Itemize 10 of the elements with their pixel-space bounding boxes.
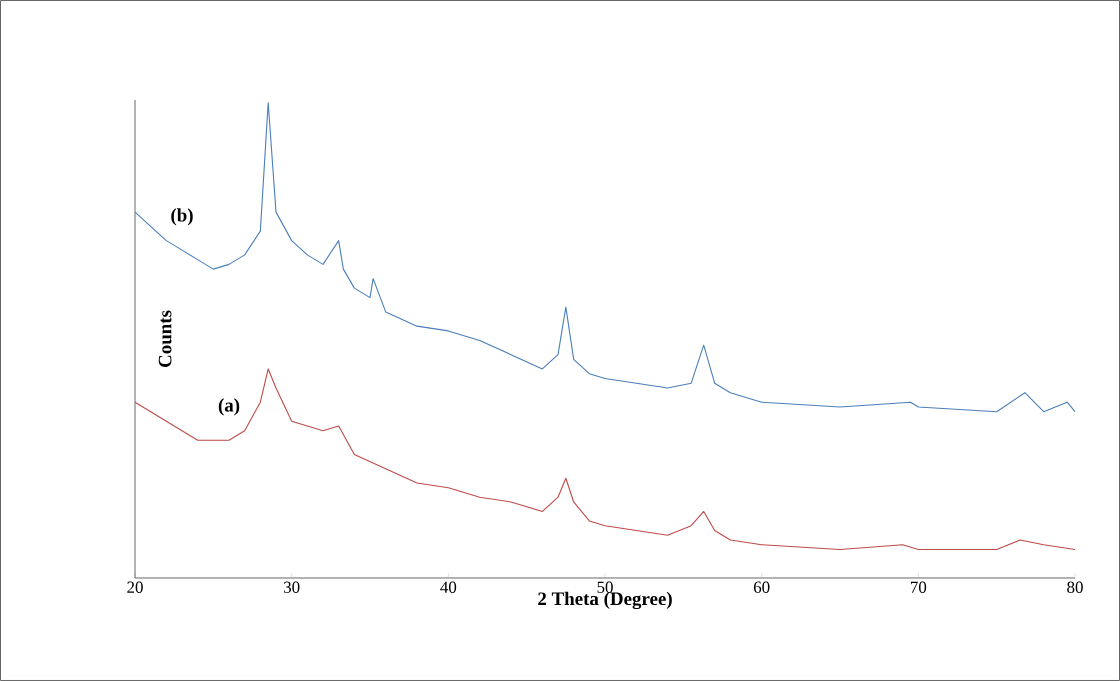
x-tick-label: 50 bbox=[597, 581, 613, 593]
series-label: (b) bbox=[171, 208, 193, 226]
x-tick-label: 40 bbox=[440, 581, 457, 593]
x-tick-label: 30 bbox=[284, 581, 300, 593]
x-tick-label: 60 bbox=[753, 581, 770, 593]
x-tick-label: 80 bbox=[1067, 581, 1083, 593]
series-label: (a) bbox=[218, 398, 240, 416]
x-tick-label: 70 bbox=[910, 581, 927, 593]
x-tick-label: 20 bbox=[127, 581, 143, 593]
y-axis-title: Counts bbox=[158, 310, 172, 367]
